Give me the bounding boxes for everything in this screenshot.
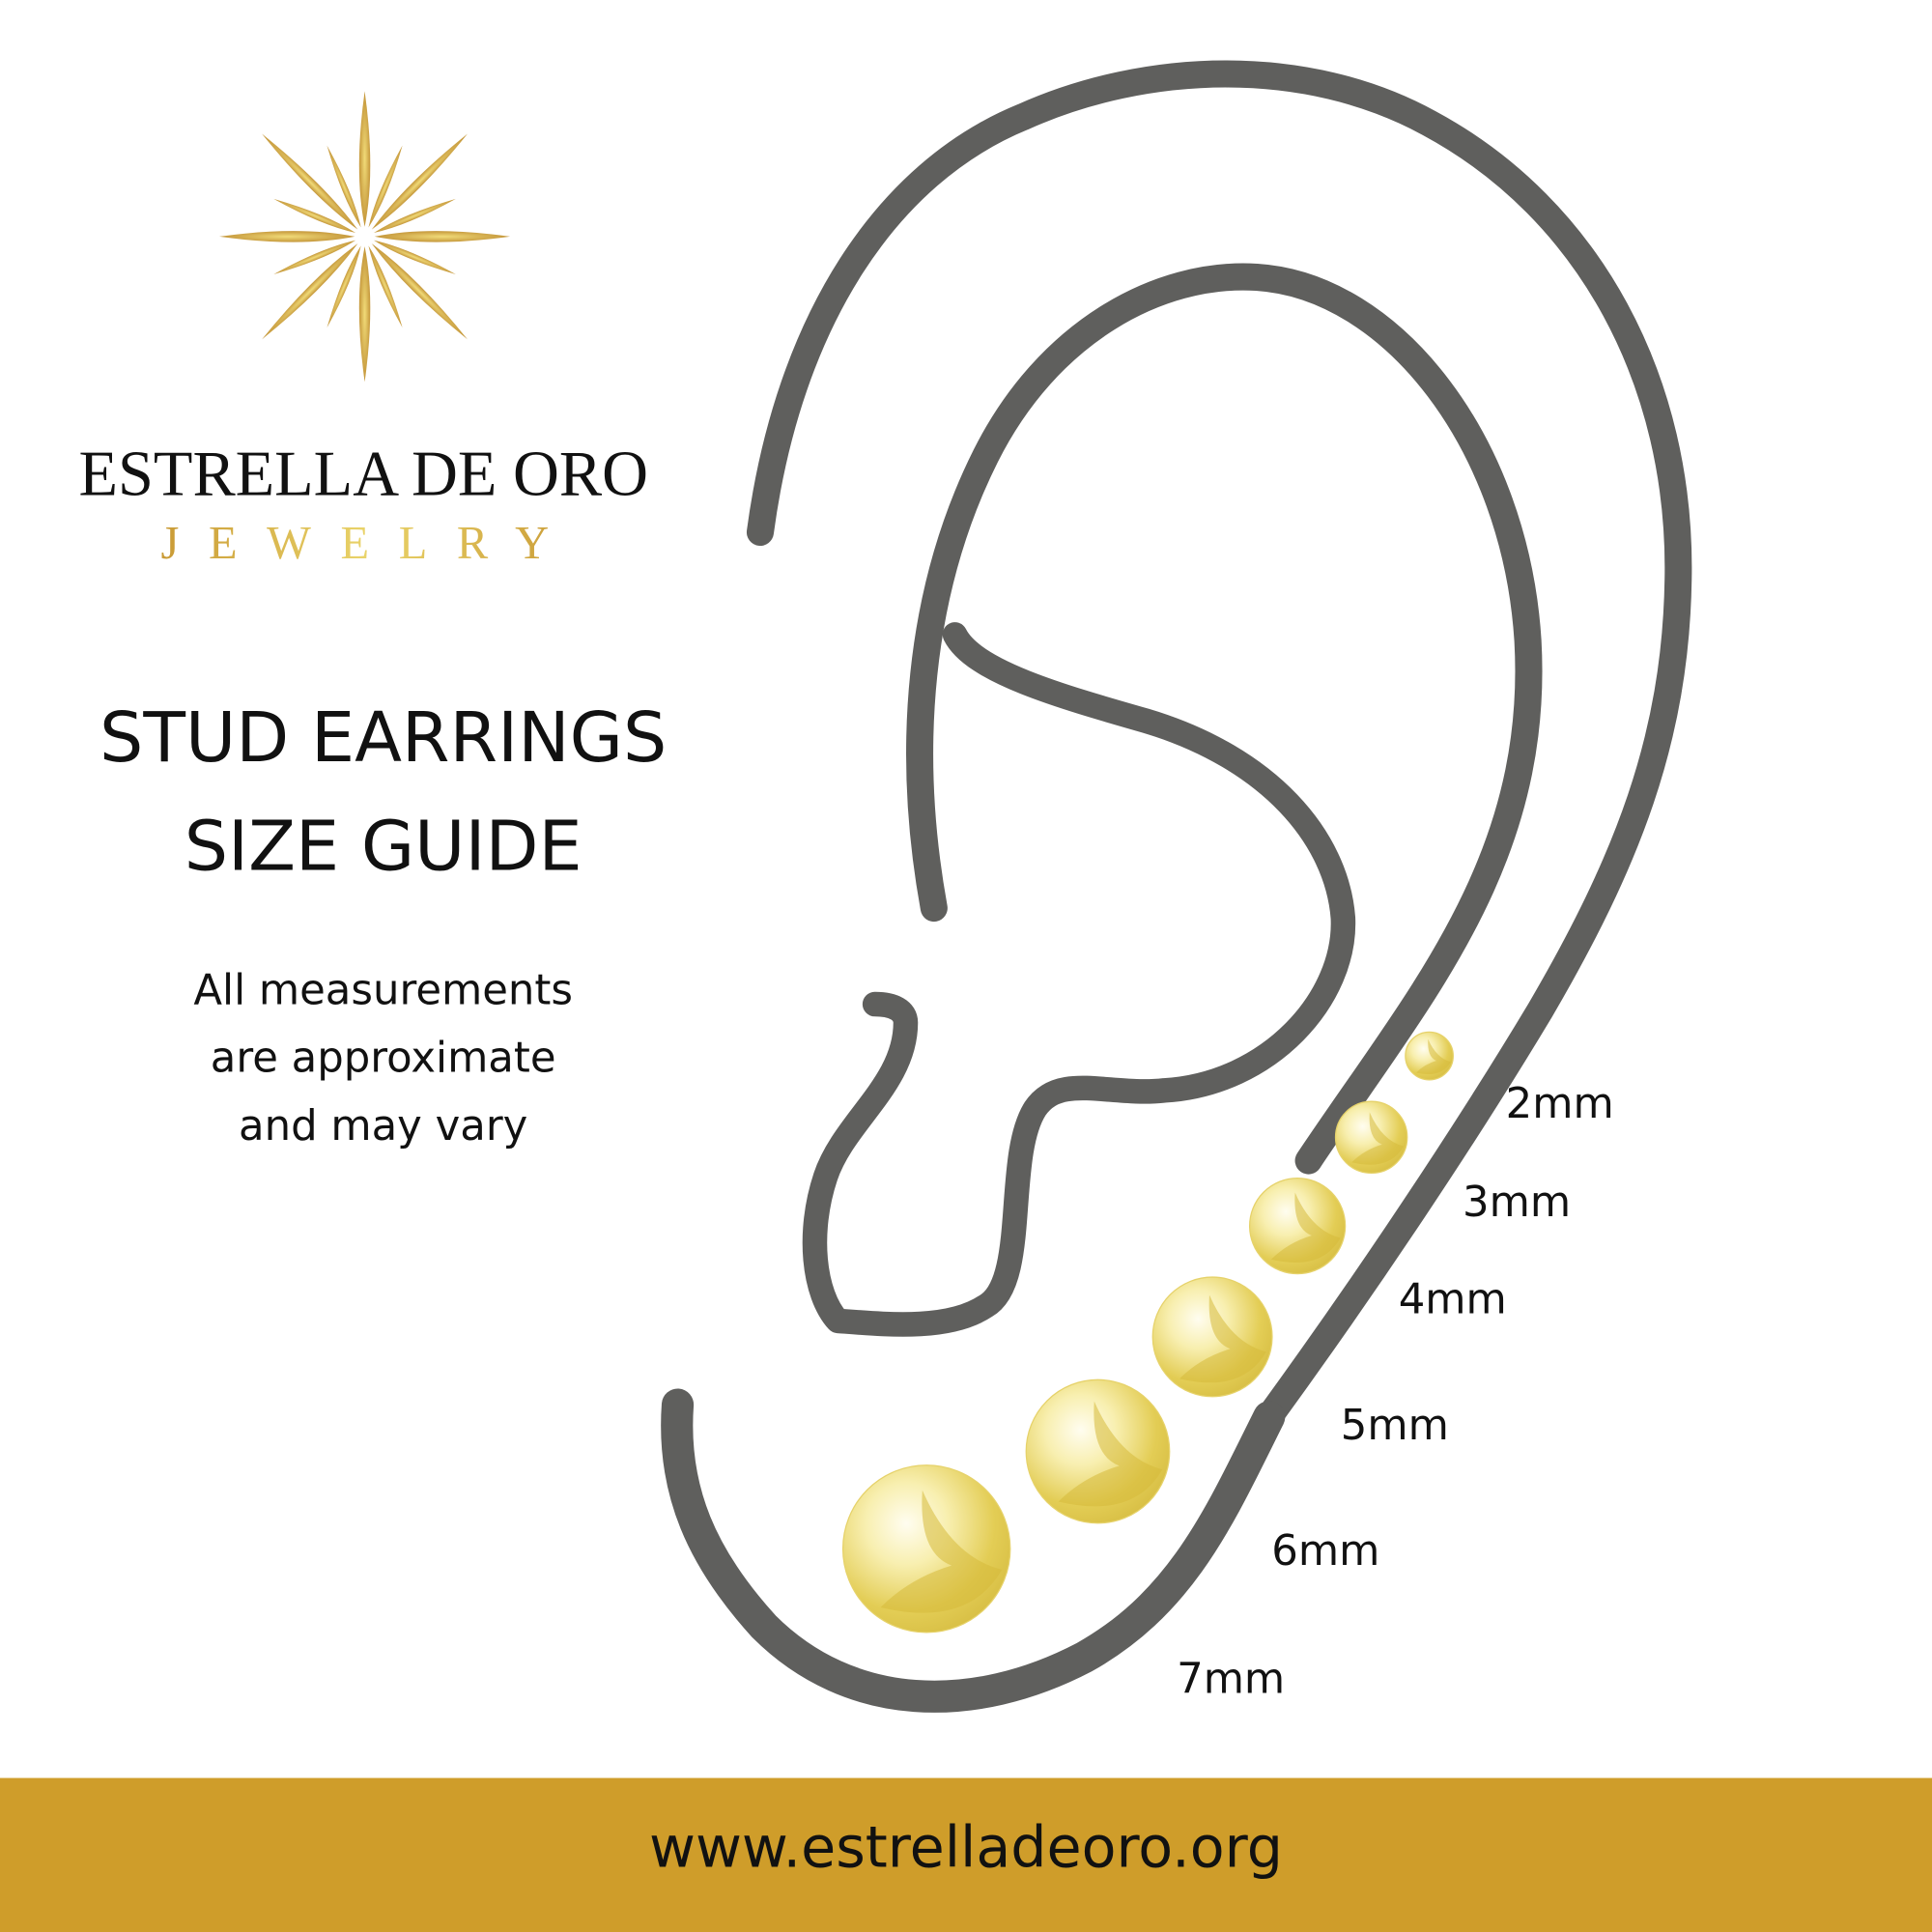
size-label: 6mm [1271, 1527, 1379, 1576]
gold-star-burst-icon [219, 91, 511, 383]
website-link[interactable]: www.estrelladeoro.org [649, 1814, 1283, 1880]
star-ray [373, 198, 456, 233]
note-line1: All measurements [193, 967, 573, 1015]
star-ray [327, 245, 361, 328]
stud-item-5mm: 5mm [1151, 1276, 1449, 1450]
star-ray [371, 243, 468, 340]
stud-size-list: 2mm 3mm 4mm 5mm 6mm 7mm [841, 1031, 1614, 1704]
star-ray [358, 91, 371, 227]
size-label: 7mm [1177, 1656, 1285, 1704]
footer-bar [0, 1777, 1932, 1932]
stud-item-6mm: 6mm [1025, 1378, 1379, 1576]
star-ray [327, 145, 361, 228]
stud-item-2mm: 2mm [1405, 1031, 1614, 1128]
brand-name: ESTRELLA DE ORO [79, 440, 648, 510]
star-ray [262, 243, 358, 340]
size-label: 5mm [1341, 1402, 1449, 1450]
ear-illustration [661, 60, 1692, 1713]
stud-item-3mm: 3mm [1334, 1100, 1571, 1227]
page-title-line1: STUD EARRINGS [99, 697, 667, 778]
size-label: 2mm [1506, 1080, 1614, 1128]
star-ray [358, 246, 371, 383]
size-label: 4mm [1399, 1276, 1507, 1324]
stud-shading [1415, 1038, 1451, 1075]
star-ray [273, 198, 356, 233]
brand-tagline: JEWELRY [160, 518, 578, 569]
star-ray [273, 240, 356, 274]
star-ray [219, 231, 355, 242]
star-ray [374, 231, 511, 242]
size-label: 3mm [1463, 1179, 1571, 1227]
star-ray [368, 145, 403, 228]
stud-item-4mm: 4mm [1248, 1178, 1507, 1324]
note-line3: and may vary [239, 1102, 527, 1151]
stud-shading [880, 1490, 1003, 1613]
star-ray [371, 133, 468, 230]
stud-shading [1179, 1294, 1266, 1383]
note-line2: are approximate [211, 1035, 556, 1083]
stud-shading [1058, 1401, 1163, 1507]
stud-shading [1270, 1192, 1341, 1264]
star-ray [373, 240, 456, 274]
stud-item-7mm: 7mm [841, 1464, 1285, 1704]
stud-shading [1351, 1112, 1405, 1165]
page-title-line2: SIZE GUIDE [185, 807, 582, 887]
star-ray [262, 133, 358, 230]
star-ray [368, 245, 403, 328]
